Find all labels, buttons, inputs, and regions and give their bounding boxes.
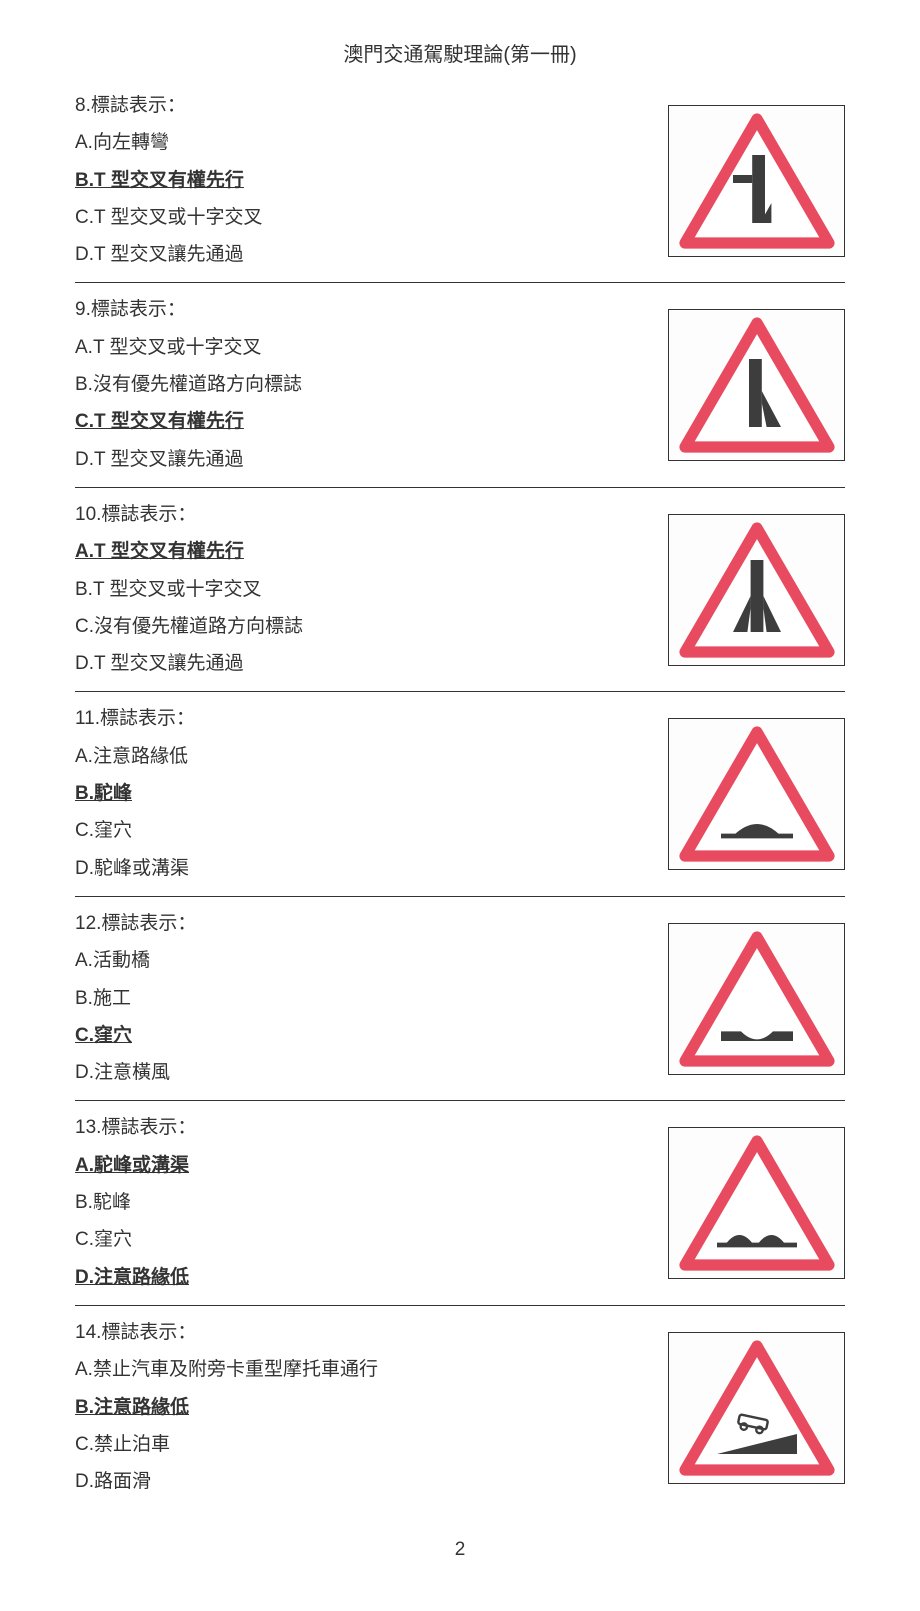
question-text: 11.標誌表示： A.注意路緣低 B.駝峰 C.窪穴 D.駝峰或溝渠 [75, 698, 668, 889]
question-option: B.施工 [75, 983, 648, 1015]
question-option: C.禁止泊車 [75, 1429, 648, 1461]
sign-frame [668, 514, 845, 666]
sign-frame [668, 105, 845, 257]
question-option: A.T 型交叉或十字交叉 [75, 332, 648, 364]
sign-image [668, 903, 845, 1094]
question-option: B.駝峰 [75, 1187, 648, 1219]
question-option: A.禁止汽車及附旁卡重型摩托車通行 [75, 1354, 648, 1386]
question-text: 13.標誌表示： A.駝峰或溝渠 B.駝峰 C.窪穴 D.注意路緣低 [75, 1107, 668, 1298]
question-text: 10.標誌表示： A.T 型交叉有權先行 B.T 型交叉或十字交叉 C.沒有優先權道路… [75, 494, 668, 685]
question-block: 10.標誌表示： A.T 型交叉有權先行 B.T 型交叉或十字交叉 C.沒有優先權道路… [75, 494, 845, 692]
sign-frame [668, 1127, 845, 1279]
question-option: C.窪穴 [75, 1224, 648, 1256]
question-prompt: 14.標誌表示： [75, 1317, 648, 1349]
question-option: B.T 型交叉有權先行 [75, 165, 648, 197]
question-prompt: 9.標誌表示： [75, 294, 648, 326]
question-option: D.路面滑 [75, 1466, 648, 1498]
sign-image [668, 1107, 845, 1298]
question-option: B.注意路緣低 [75, 1392, 648, 1424]
sign-image [668, 1312, 845, 1503]
question-prompt: 11.標誌表示： [75, 703, 648, 735]
question-block: 8.標誌表示： A.向左轉彎 B.T 型交叉有權先行 C.T 型交叉或十字交叉 D.T … [75, 85, 845, 283]
question-option: B.駝峰 [75, 778, 648, 810]
sign-image [668, 698, 845, 889]
question-option: D.T 型交叉讓先通過 [75, 239, 648, 271]
questions-container: 8.標誌表示： A.向左轉彎 B.T 型交叉有權先行 C.T 型交叉或十字交叉 D.T … [75, 85, 845, 1509]
question-text: 12.標誌表示： A.活動橋 B.施工 C.窪穴 D.注意橫風 [75, 903, 668, 1094]
sign-frame [668, 1332, 845, 1484]
question-prompt: 13.標誌表示： [75, 1112, 648, 1144]
question-option: C.T 型交叉或十字交叉 [75, 202, 648, 234]
question-option: A.T 型交叉有權先行 [75, 536, 648, 568]
question-prompt: 10.標誌表示： [75, 499, 648, 531]
question-option: C.T 型交叉有權先行 [75, 406, 648, 438]
question-option: A.活動橋 [75, 945, 648, 977]
question-prompt: 8.標誌表示： [75, 90, 648, 122]
question-option: D.注意橫風 [75, 1057, 648, 1089]
question-option: D.T 型交叉讓先通過 [75, 444, 648, 476]
question-option: D.駝峰或溝渠 [75, 853, 648, 885]
question-block: 12.標誌表示： A.活動橋 B.施工 C.窪穴 D.注意橫風 [75, 903, 845, 1101]
question-text: 9.標誌表示： A.T 型交叉或十字交叉 B.沒有優先權道路方向標誌 C.T 型交叉有… [75, 289, 668, 480]
question-prompt: 12.標誌表示： [75, 908, 648, 940]
question-option: A.向左轉彎 [75, 127, 648, 159]
question-block: 9.標誌表示： A.T 型交叉或十字交叉 B.沒有優先權道路方向標誌 C.T 型交叉有… [75, 289, 845, 487]
question-block: 14.標誌表示： A.禁止汽車及附旁卡重型摩托車通行 B.注意路緣低 C.禁止泊車 D.… [75, 1312, 845, 1509]
sign-image [668, 289, 845, 480]
question-option: D.T 型交叉讓先通過 [75, 648, 648, 680]
sign-image [668, 85, 845, 276]
question-text: 8.標誌表示： A.向左轉彎 B.T 型交叉有權先行 C.T 型交叉或十字交叉 D.T … [75, 85, 668, 276]
sign-image [668, 494, 845, 685]
question-option: A.注意路緣低 [75, 741, 648, 773]
question-option: C.窪穴 [75, 1020, 648, 1052]
question-option: C.沒有優先權道路方向標誌 [75, 611, 648, 643]
sign-frame [668, 718, 845, 870]
question-text: 14.標誌表示： A.禁止汽車及附旁卡重型摩托車通行 B.注意路緣低 C.禁止泊車 D.… [75, 1312, 668, 1503]
question-option: B.T 型交叉或十字交叉 [75, 574, 648, 606]
question-option: B.沒有優先權道路方向標誌 [75, 369, 648, 401]
question-option: D.注意路緣低 [75, 1262, 648, 1294]
page-number: 2 [75, 1539, 845, 1561]
sign-frame [668, 309, 845, 461]
page-title: 澳門交通駕駛理論(第一冊) [75, 38, 845, 67]
question-option: C.窪穴 [75, 815, 648, 847]
sign-frame [668, 923, 845, 1075]
question-block: 13.標誌表示： A.駝峰或溝渠 B.駝峰 C.窪穴 D.注意路緣低 [75, 1107, 845, 1305]
page: 澳門交通駕駛理論(第一冊) 8.標誌表示： A.向左轉彎 B.T 型交叉有權先行 C.… [0, 0, 920, 1611]
question-block: 11.標誌表示： A.注意路緣低 B.駝峰 C.窪穴 D.駝峰或溝渠 [75, 698, 845, 896]
question-option: A.駝峰或溝渠 [75, 1150, 648, 1182]
